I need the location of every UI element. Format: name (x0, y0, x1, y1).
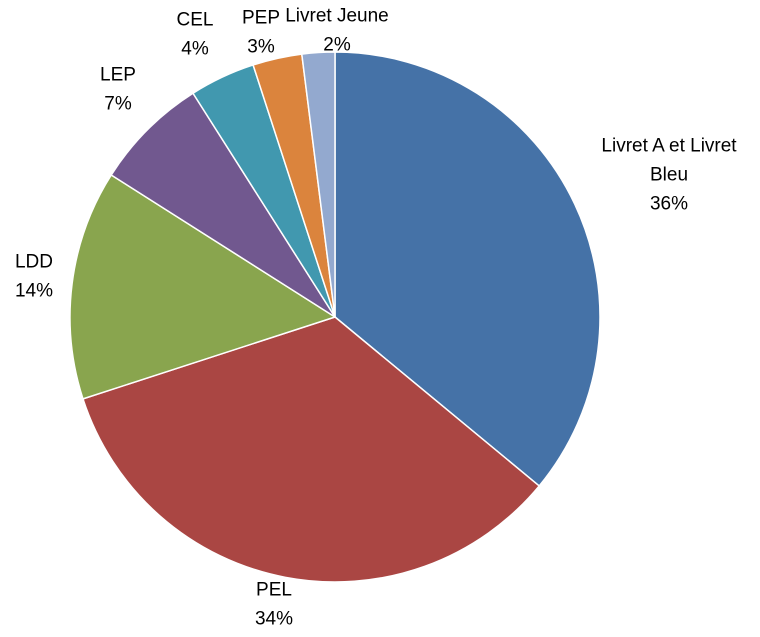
pie-category-label: PEL (256, 580, 292, 601)
pie-category-label: PEP (242, 8, 280, 29)
pie-slice-pel (82, 316, 541, 583)
pie-slice-ldd (69, 173, 337, 400)
pie-label-cel: CEL 4% (177, 10, 214, 60)
pie-slice-livret-a-et-livret-bleu (334, 51, 601, 487)
pie-label-livret-a-et-livret-bleu: Livret A et Livret Bleu 36% (601, 136, 737, 215)
pie-label-pel: PEL 34% (255, 580, 293, 630)
slices-layer (69, 51, 601, 583)
pie-value-label: 14% (15, 281, 53, 302)
pie-slice-lep (110, 92, 336, 318)
pie-label-ldd: LDD 14% (15, 252, 53, 302)
pie-category-label: Livret A et Livret (601, 136, 737, 157)
pie-category-label: CEL (177, 10, 214, 31)
pie-label-livret-jeune: Livret Jeune 2% (285, 6, 389, 56)
pie-category-label: Livret Jeune (285, 6, 389, 27)
pie-value-label: 4% (181, 39, 209, 60)
pie-value-label: 36% (650, 194, 688, 215)
pie-category-label: LEP (100, 65, 136, 86)
pie-value-label: 3% (247, 37, 275, 58)
pie-category-label: LDD (15, 252, 53, 273)
labels-layer: Livret A et Livret Bleu 36% PEL 34% LDD 14% LEP… (15, 6, 737, 630)
pie-label-pep: PEP 3% (242, 8, 280, 58)
pie-label-lep: LEP 7% (100, 65, 136, 115)
pie-value-label: 2% (323, 35, 351, 56)
pie-value-label: 34% (255, 609, 293, 630)
pie-slice-livret-jeune (300, 51, 336, 318)
pie-value-label: 7% (104, 94, 132, 115)
pie-category-label: Bleu (650, 165, 688, 186)
